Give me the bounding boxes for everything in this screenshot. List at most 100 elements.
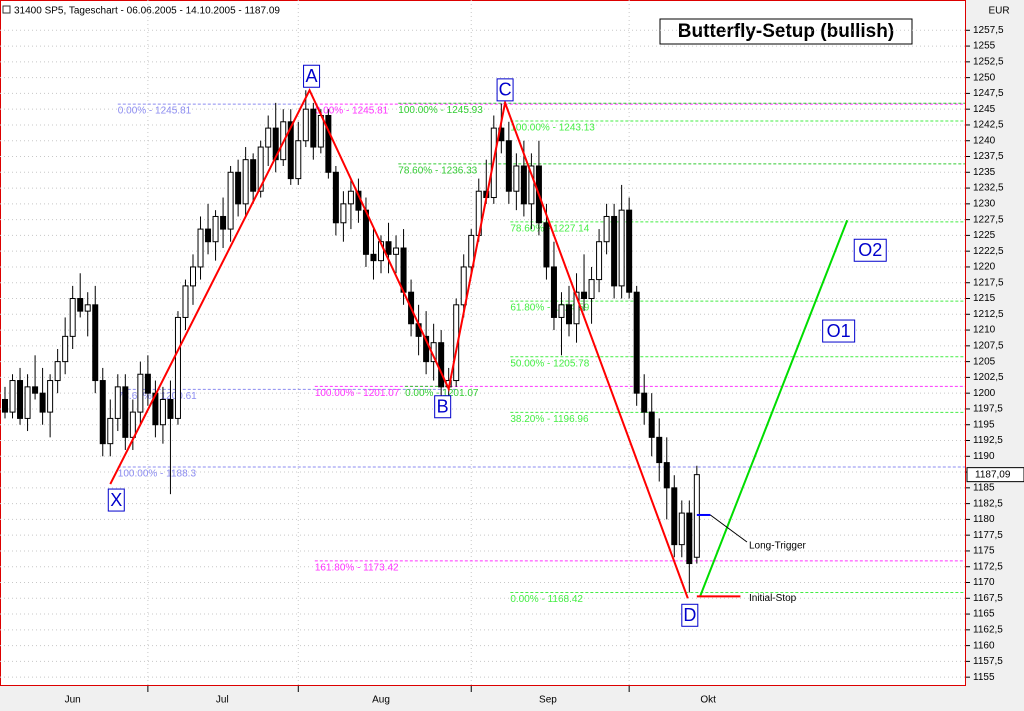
candle-body	[558, 304, 565, 318]
candle-body	[167, 398, 174, 419]
marker-label: Initial-Stop	[749, 593, 797, 604]
candle-body	[550, 266, 557, 318]
y-tick-label: 1202,5	[973, 372, 1004, 383]
connector	[710, 514, 748, 543]
candle-body	[137, 373, 144, 413]
candle-body	[174, 316, 181, 419]
fib-label: 78.60% - 1227.14	[510, 224, 589, 235]
y-tick-label: 1207,5	[973, 340, 1004, 351]
candle-body	[235, 171, 242, 205]
candle-body	[423, 335, 430, 363]
candle-body	[671, 487, 678, 546]
candle-body	[520, 165, 527, 205]
fib-label: 38.20% - 1196.96	[510, 414, 589, 425]
plot-border	[0, 0, 966, 686]
candle-body	[265, 127, 272, 148]
y-tick-label: 1227,5	[973, 214, 1004, 225]
candle-body	[77, 298, 84, 312]
y-tick-label: 1197,5	[973, 404, 1003, 415]
y-tick-label: 1155	[973, 672, 995, 683]
candle-body	[513, 165, 520, 192]
point-label: A	[306, 66, 318, 86]
candle-body	[468, 234, 475, 268]
point-box	[822, 319, 856, 343]
y-tick-label: 1185	[973, 482, 995, 493]
fib-label: 0.00% - 1168.42	[510, 594, 583, 605]
candle-body	[543, 222, 550, 268]
fib-label: 78.60% - 1236.33	[398, 166, 477, 177]
candle-body	[565, 304, 572, 325]
last-price-label: 1187,09	[975, 469, 1011, 480]
point-box	[434, 395, 452, 419]
y-tick-label: 1252,5	[973, 56, 1004, 67]
y-tick-label: 1247,5	[973, 88, 1004, 99]
candle-body	[9, 380, 16, 413]
fib-label: 61.80% - 1214.59	[510, 303, 589, 314]
candle-body	[678, 512, 685, 546]
candle-body	[250, 159, 257, 192]
point-box	[107, 488, 125, 512]
candle-body	[62, 335, 69, 363]
candle-body	[573, 291, 580, 325]
point-label: O1	[827, 321, 851, 341]
y-tick-label: 1210	[973, 325, 996, 336]
fib-label: 161.80% - 1173.42	[315, 563, 399, 574]
candle-body	[310, 108, 317, 148]
point-label: B	[437, 397, 449, 417]
y-tick-label: 1232,5	[973, 183, 1004, 194]
candle-body	[302, 108, 309, 142]
y-tick-label: 1235	[973, 167, 996, 178]
y-tick-label: 1230	[973, 198, 996, 209]
y-tick-label: 1180	[973, 514, 995, 525]
candle-body	[385, 241, 392, 255]
candle-body	[205, 228, 212, 243]
point-box	[303, 64, 321, 88]
y-tick-label: 1175	[973, 546, 995, 557]
y-tick-label: 1195	[973, 419, 995, 430]
candle-body	[528, 165, 535, 205]
candle-body	[648, 411, 655, 438]
y-tick-label: 1200	[973, 388, 996, 399]
candle-body	[460, 266, 467, 306]
candle-body	[107, 417, 114, 445]
y-tick-label: 1157,5	[973, 656, 1003, 667]
icon	[2, 5, 11, 14]
x-tick-label: Jun	[65, 695, 81, 706]
currency: EUR	[988, 6, 1009, 17]
y-tick-label: 1237,5	[973, 151, 1004, 162]
y-tick-label: 1240	[973, 135, 996, 146]
candle-body	[581, 291, 588, 300]
candle-body	[393, 247, 400, 255]
point-label: C	[499, 80, 512, 100]
axis-panel	[966, 0, 1024, 711]
candle-body	[212, 215, 219, 243]
point-label: O2	[858, 240, 882, 260]
projection-line	[698, 219, 849, 598]
overlay: X A B C D O1 O2 Long-Trigger Initial-Stop	[107, 64, 887, 627]
candle-body	[287, 121, 294, 180]
point-box	[681, 603, 699, 627]
x-tick-label: Aug	[372, 695, 390, 706]
candle-body	[633, 291, 640, 394]
y-tick-label: 1215	[973, 293, 996, 304]
fib-label: 100.00% - 1188.3	[118, 469, 197, 480]
header: 31400 SP5, Tageschart - 06.06.2005 - 14.…	[14, 6, 280, 17]
x-tick-label: Jul	[216, 695, 229, 706]
candle-body	[641, 392, 648, 413]
candle-body	[227, 171, 234, 230]
candle-body	[32, 386, 39, 394]
candle-body	[92, 304, 99, 382]
candle-body	[438, 342, 445, 388]
y-tick-label: 1165	[973, 609, 995, 620]
candle-body	[24, 386, 31, 419]
fib-label: 0.00% - 1245.81	[315, 106, 389, 117]
y-tick-label: 1170	[973, 577, 995, 588]
point-label: X	[110, 490, 122, 510]
candle-body	[84, 304, 91, 312]
y-tick-label: 1225	[973, 230, 996, 241]
candle-body	[340, 203, 347, 224]
y-tick-label: 1250	[973, 72, 996, 83]
y-tick-label: 1160	[973, 640, 995, 651]
grid	[0, 0, 965, 686]
